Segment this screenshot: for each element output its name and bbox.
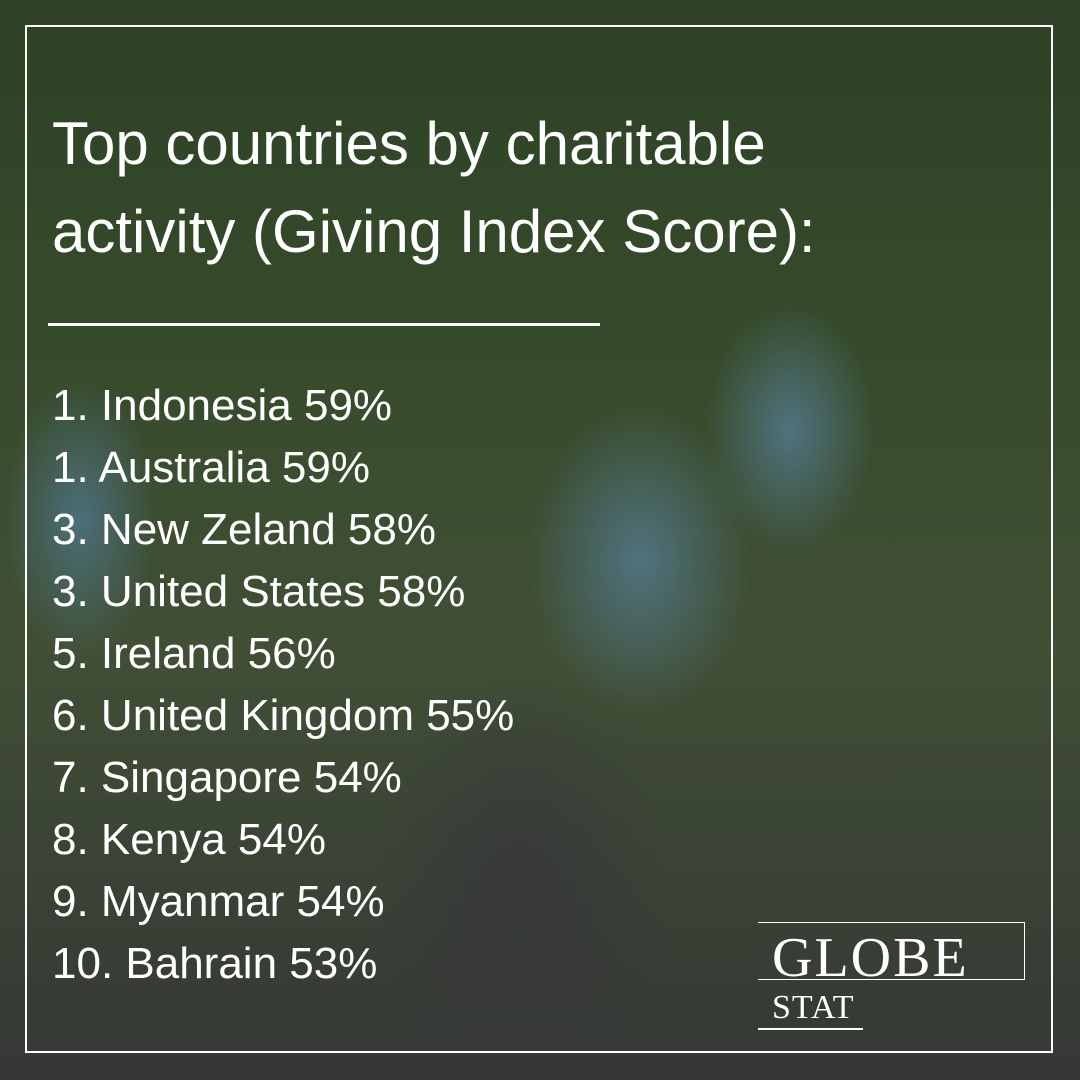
list-item: 3. United States 58% [52, 567, 466, 616]
ranking-list: 1. Indonesia 59% 1. Australia 59% 3. New Z… [52, 375, 514, 995]
list-item: 3. New Zeland 58% [52, 505, 436, 554]
title: Top countries by charitable activity (Giv… [52, 100, 816, 276]
logo-box [758, 922, 1025, 980]
list-item: 6. United Kingdom 55% [52, 691, 515, 740]
logo-name: GLOBE [772, 927, 969, 989]
list-item: 1. Indonesia 59% [52, 381, 393, 430]
list-item: 10. Bahrain 53% [52, 939, 378, 988]
logo-sub: STAT [772, 989, 855, 1026]
logo-underline [758, 1028, 863, 1030]
list-item: 8. Kenya 54% [52, 815, 326, 864]
list-item: 7. Singapore 54% [52, 753, 402, 802]
title-line: activity (Giving Index Score): [52, 198, 816, 265]
list-item: 1. Australia 59% [52, 443, 370, 492]
list-item: 9. Myanmar 54% [52, 877, 385, 926]
list-item: 5. Ireland 56% [52, 629, 336, 678]
title-line: Top countries by charitable [52, 110, 766, 177]
divider [48, 323, 600, 326]
frame [25, 25, 1053, 1053]
